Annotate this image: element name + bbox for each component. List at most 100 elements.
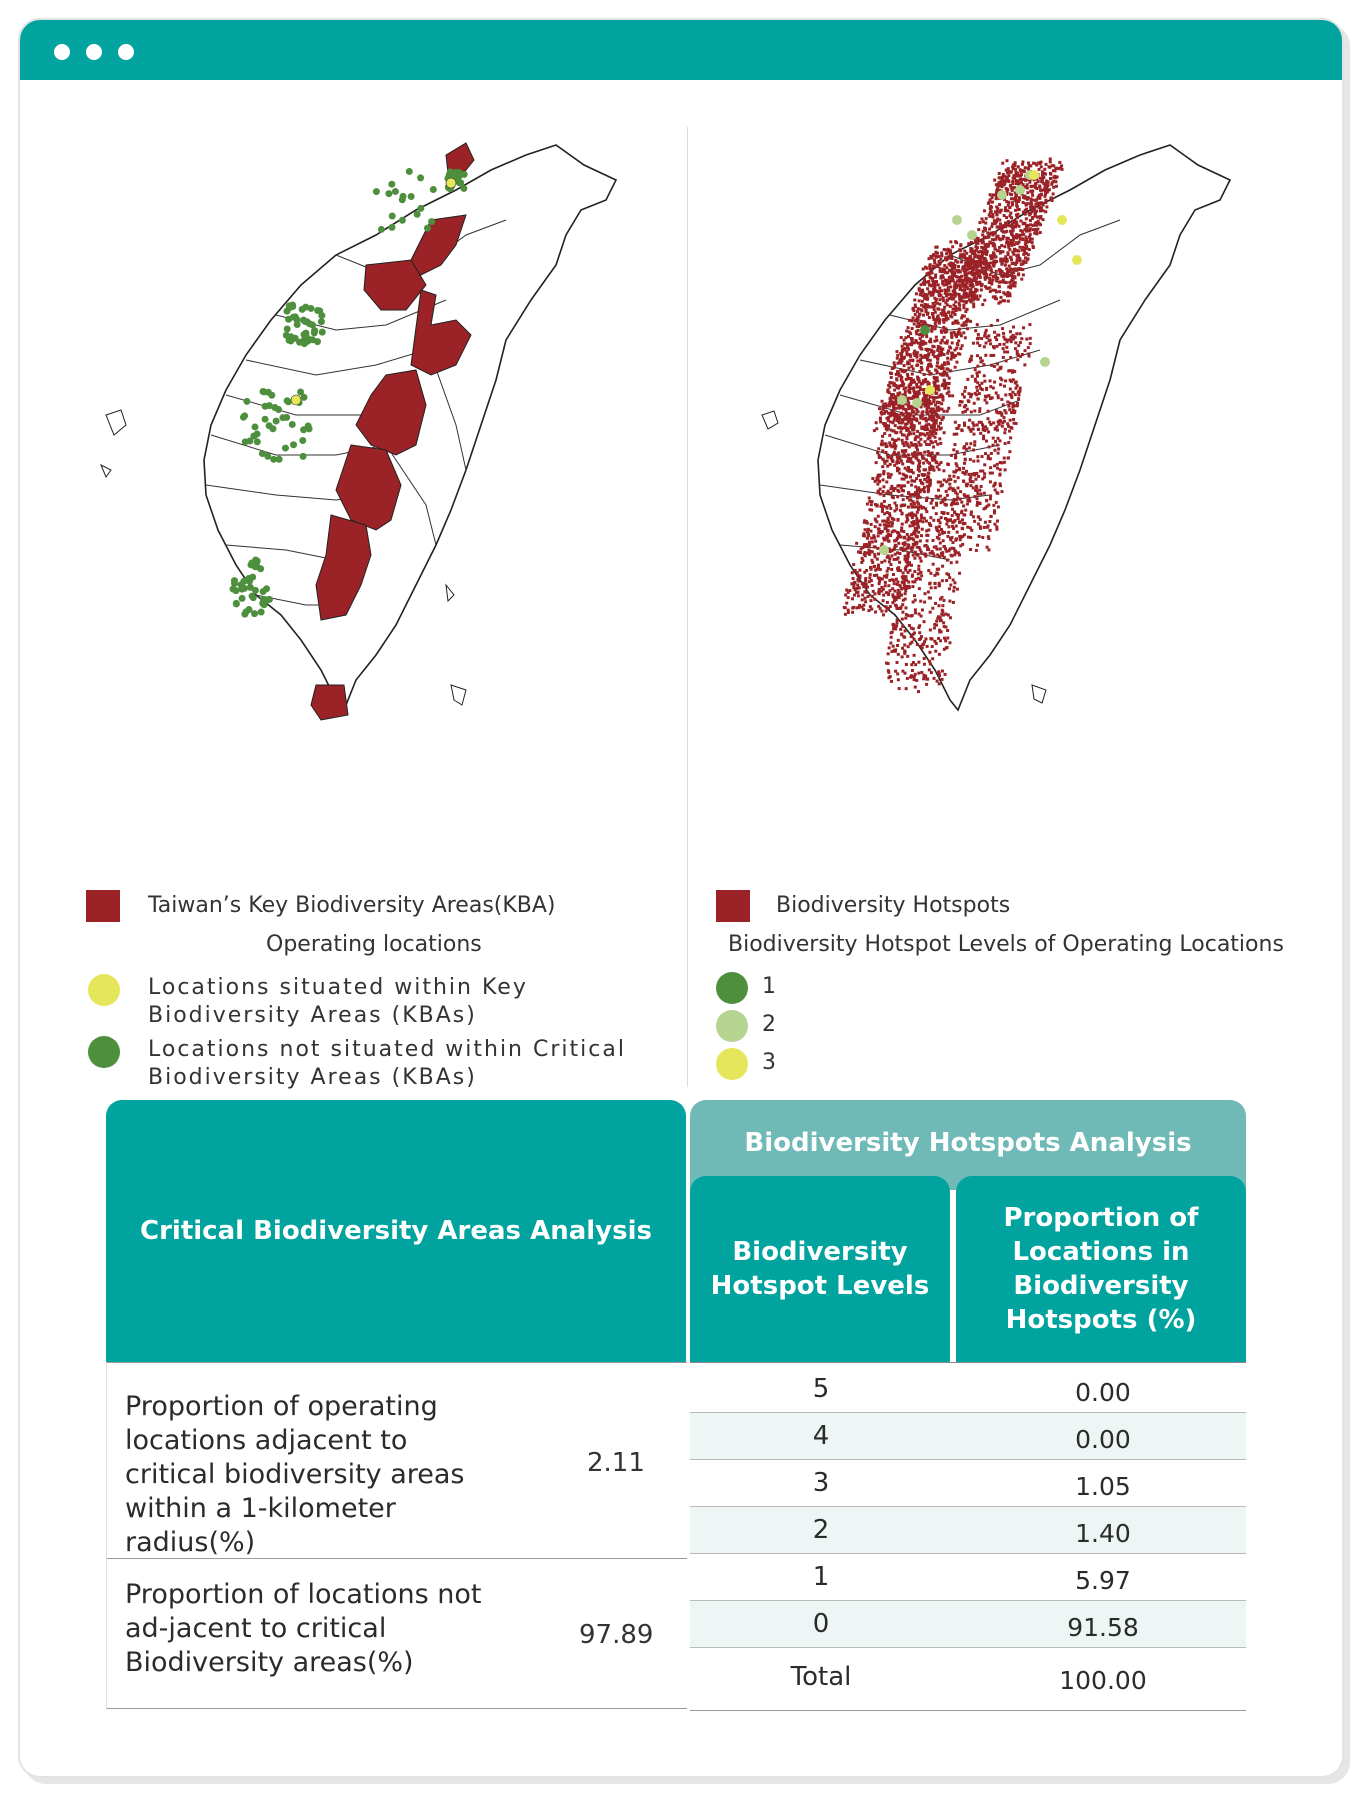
hotspot-pixel	[1013, 176, 1017, 180]
hotspot-pixel	[956, 321, 960, 325]
hotspot-pixel	[925, 480, 929, 484]
hotspot-pixel	[899, 535, 903, 539]
hotspot-pixel	[1022, 259, 1026, 263]
hotspot-pixel	[906, 459, 910, 463]
hotspot-pixel	[934, 273, 938, 277]
hotspot-pixel	[910, 380, 914, 384]
hotspot-pixel	[1029, 189, 1033, 193]
hotspot-pixel	[952, 289, 956, 293]
hotspot-pixel	[912, 389, 916, 393]
hotspot-pixel	[865, 543, 869, 547]
hotspot-pixel	[1009, 436, 1013, 440]
hotspot-pixel	[899, 378, 903, 382]
hotspot-pixel	[877, 582, 881, 586]
hotspot-pixel	[984, 506, 988, 510]
hotspot-pixel	[956, 343, 960, 347]
hotspot-pixel	[957, 264, 961, 268]
hotspot-pixel	[915, 340, 919, 344]
hotspot-pixel	[883, 432, 887, 436]
location-point	[388, 180, 396, 188]
hotspot-pixel	[926, 547, 930, 551]
hotspot-pixel	[954, 292, 958, 296]
hotspot-pixel	[873, 525, 877, 529]
hotspot-pixel	[858, 574, 862, 578]
hotspot-pixel	[928, 263, 932, 267]
hotspot-pixel	[917, 377, 921, 381]
hotspot-pixel	[852, 586, 856, 590]
hotspot-pixel	[881, 478, 885, 482]
location-point	[1072, 255, 1082, 265]
hotspot-pixel	[911, 523, 915, 527]
hotspot-pixel	[933, 296, 937, 300]
hotspot-pixel	[874, 610, 878, 614]
hotspot-pixel	[1018, 386, 1022, 390]
hotspot-pixel	[996, 249, 1000, 253]
hotspot-pixel	[1004, 411, 1008, 415]
hotspot-pixel	[989, 353, 993, 357]
hotspot-pixel	[911, 627, 915, 631]
hotspot-pixel	[936, 347, 940, 351]
hotspot-pixel	[940, 531, 944, 535]
hotspot-pixel	[919, 534, 923, 538]
hotspot-pixel	[927, 434, 931, 438]
hotspot-pixel	[921, 288, 925, 292]
hotspot-pixel	[960, 260, 964, 264]
hotspot-pixel	[1003, 427, 1007, 431]
hotspot-pixel	[869, 522, 873, 526]
hotspot-pixel	[1059, 166, 1063, 170]
hotspot-pixel	[920, 382, 924, 386]
hotspot-pixel	[902, 387, 906, 391]
location-point	[257, 565, 265, 573]
adjacent-value: 2.11	[587, 1448, 645, 1478]
hotspot-pixel	[890, 524, 894, 528]
hotspot-pixel	[932, 468, 936, 472]
hotspot-pixel	[907, 544, 911, 548]
hotspot-pixel	[929, 586, 933, 590]
hotspot-pixel	[1028, 323, 1032, 327]
hotspot-pixel	[1028, 227, 1032, 231]
hotspot-pixel	[895, 431, 899, 435]
hotspot-pixel	[894, 372, 898, 376]
hotspot-pixel	[1016, 273, 1020, 277]
hotspot-pixel	[878, 492, 882, 496]
hotspot-pixel	[964, 323, 968, 327]
hotspot-pixel	[872, 573, 876, 577]
hotspot-pixel	[983, 331, 987, 335]
hotspot-pixel	[1004, 178, 1008, 182]
hotspot-pixel	[1018, 168, 1022, 172]
hotspot-pixel	[938, 407, 942, 411]
hotspot-pixel	[883, 422, 887, 426]
hotspot-pixel	[895, 582, 899, 586]
hotspot-pixel	[936, 316, 940, 320]
hotspot-pixel	[895, 378, 899, 382]
hotspot-pixel	[1042, 176, 1046, 180]
hotspot-pixel	[1026, 257, 1030, 261]
hotspot-pixel	[983, 256, 987, 260]
hotspot-pixel	[998, 222, 1002, 226]
row-divider	[690, 1710, 1246, 1711]
location-point	[275, 455, 283, 463]
hotspot-pixel	[923, 306, 927, 310]
hotspot-pixel	[911, 553, 915, 557]
hotspot-pixel	[933, 390, 937, 394]
hotspot-pixel	[920, 411, 924, 415]
hotspot-pixel	[944, 248, 948, 252]
hotspot-pixel	[941, 539, 945, 543]
hotspot-pixel	[913, 354, 917, 358]
hotspot-pixel	[1000, 262, 1004, 266]
location-point	[300, 393, 308, 401]
hotspot-pixel	[881, 599, 885, 603]
location-point	[293, 321, 301, 329]
hotspot-pixel	[970, 392, 974, 396]
kba-map	[100, 142, 618, 721]
hotspot-pixel	[913, 305, 917, 309]
hotspot-pixel	[944, 625, 948, 629]
hotspot-pixel	[1039, 206, 1043, 210]
hotspot-pixel	[876, 534, 880, 538]
hotspot-pixel	[987, 503, 991, 507]
hotspot-pixel	[1025, 229, 1029, 233]
hotspot-pixel	[988, 266, 992, 270]
hotspot-pixel	[966, 264, 970, 268]
hotspot-pixel	[892, 406, 896, 410]
hotspot-pixel	[917, 440, 921, 444]
